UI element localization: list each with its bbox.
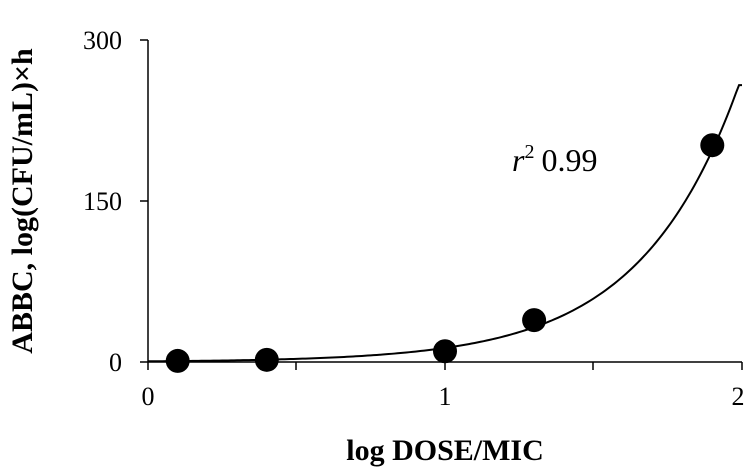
x-axis: 0 1 2 (142, 361, 745, 411)
r-value: 0.99 (541, 142, 597, 178)
r-squared-annotation: r2 0.99 (512, 141, 597, 178)
r-exponent: 2 (524, 141, 534, 163)
y-axis-title: ABBC, log(CFU/mL)×h (6, 48, 39, 354)
data-points (165, 133, 725, 373)
r-symbol: r (512, 142, 525, 178)
y-tick-label-0: 0 (109, 348, 122, 377)
y-tick-label-300: 300 (83, 26, 122, 55)
data-point-1 (165, 348, 190, 373)
x-tick-label-0: 0 (142, 382, 155, 411)
fit-curve (147, 84, 742, 363)
data-point-3 (433, 339, 457, 364)
data-point-5 (700, 133, 725, 158)
x-tick-label-1: 1 (439, 382, 452, 411)
y-tick-label-150: 150 (83, 187, 122, 216)
x-tick-label-2: 2 (732, 382, 745, 411)
data-point-4 (522, 308, 547, 333)
y-axis: 300 150 0 (83, 26, 149, 377)
data-point-2 (254, 347, 279, 372)
x-axis-title: log DOSE/MIC (346, 434, 544, 467)
